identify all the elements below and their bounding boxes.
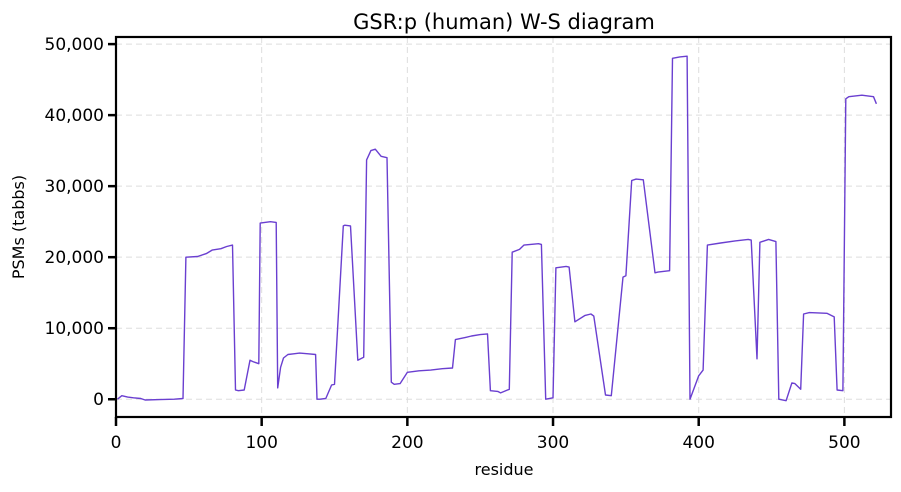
y-tick-label: 50,000 — [45, 35, 104, 55]
y-tick-label: 30,000 — [45, 177, 104, 197]
x-tick-label: 100 — [245, 433, 277, 453]
x-tick-label: 400 — [682, 433, 714, 453]
y-tick-label: 10,000 — [45, 319, 104, 339]
x-tick-label: 500 — [828, 433, 860, 453]
grid-lines — [116, 37, 891, 417]
chart-title: GSR:p (human) W-S diagram — [353, 10, 655, 34]
y-axis: 0 10,000 20,000 30,000 40,000 50,000 — [45, 35, 116, 410]
plot-frame — [114, 35, 893, 419]
series-line — [117, 55, 878, 402]
y-tick-label: 20,000 — [45, 248, 104, 268]
x-tick-label: 200 — [391, 433, 423, 453]
x-axis: 0 100 200 300 400 500 — [111, 417, 861, 453]
x-tick-label: 0 — [111, 433, 122, 453]
y-tick-label: 40,000 — [45, 106, 104, 126]
x-tick-label: 300 — [537, 433, 569, 453]
x-axis-label: residue — [475, 460, 534, 479]
y-tick-label: 0 — [93, 390, 104, 410]
y-axis-label: PSMs (tabbs) — [9, 175, 28, 279]
